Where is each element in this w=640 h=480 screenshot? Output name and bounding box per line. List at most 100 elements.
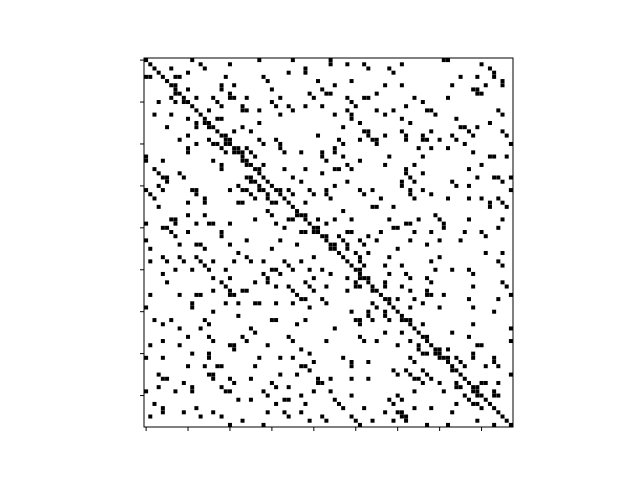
nonzero-point bbox=[286, 263, 291, 268]
nonzero-point bbox=[202, 200, 207, 205]
nonzero-point bbox=[173, 74, 178, 79]
nonzero-point bbox=[274, 137, 279, 142]
nonzero-point bbox=[236, 313, 241, 318]
nonzero-point bbox=[194, 406, 199, 411]
nonzero-point bbox=[278, 188, 283, 193]
nonzero-point bbox=[253, 179, 258, 184]
nonzero-point bbox=[391, 418, 396, 423]
nonzero-point bbox=[156, 372, 161, 377]
nonzero-point bbox=[324, 234, 329, 239]
nonzero-point bbox=[169, 95, 174, 100]
nonzero-point bbox=[387, 255, 392, 260]
nonzero-point bbox=[219, 385, 224, 390]
nonzero-point bbox=[257, 183, 262, 188]
nonzero-point bbox=[311, 360, 316, 365]
nonzero-point bbox=[425, 137, 430, 142]
nonzero-point bbox=[274, 104, 279, 109]
nonzero-point bbox=[357, 188, 362, 193]
nonzero-point bbox=[504, 133, 509, 138]
nonzero-point bbox=[286, 397, 291, 402]
nonzero-point bbox=[194, 125, 199, 130]
nonzero-point bbox=[341, 355, 346, 360]
nonzero-point bbox=[345, 288, 350, 293]
nonzero-point bbox=[362, 192, 367, 197]
nonzero-point bbox=[206, 355, 211, 360]
nonzero-point bbox=[383, 297, 388, 302]
nonzero-point bbox=[160, 322, 165, 327]
nonzero-point bbox=[466, 397, 471, 402]
nonzero-point bbox=[404, 167, 409, 172]
nonzero-point bbox=[336, 167, 341, 172]
nonzero-point bbox=[190, 188, 195, 193]
nonzero-point bbox=[269, 246, 274, 251]
nonzero-point bbox=[496, 393, 501, 398]
nonzero-point bbox=[148, 292, 153, 297]
nonzero-point bbox=[227, 91, 232, 96]
nonzero-point bbox=[248, 259, 253, 264]
nonzero-point bbox=[186, 364, 191, 369]
nonzero-point bbox=[227, 95, 232, 100]
nonzero-point bbox=[429, 406, 434, 411]
nonzero-point bbox=[303, 297, 308, 302]
nonzero-point bbox=[500, 414, 505, 419]
nonzero-point bbox=[462, 230, 467, 235]
nonzero-point bbox=[257, 58, 262, 63]
nonzero-point bbox=[349, 360, 354, 365]
nonzero-point bbox=[475, 87, 480, 92]
nonzero-point bbox=[311, 389, 316, 394]
nonzero-point bbox=[496, 410, 501, 415]
nonzero-point bbox=[261, 188, 266, 193]
nonzero-point bbox=[307, 188, 312, 193]
nonzero-point bbox=[286, 414, 291, 419]
nonzero-point bbox=[286, 284, 291, 289]
nonzero-point bbox=[144, 58, 149, 63]
nonzero-point bbox=[253, 364, 258, 369]
nonzero-point bbox=[399, 263, 404, 268]
nonzero-point bbox=[341, 141, 346, 146]
nonzero-point bbox=[496, 297, 501, 302]
nonzero-point bbox=[290, 204, 295, 209]
nonzero-point bbox=[362, 263, 367, 268]
nonzero-point bbox=[160, 175, 165, 180]
nonzero-point bbox=[429, 146, 434, 151]
nonzero-point bbox=[290, 192, 295, 197]
nonzero-point bbox=[173, 100, 178, 105]
nonzero-point bbox=[370, 137, 375, 142]
nonzero-point bbox=[278, 372, 283, 377]
nonzero-point bbox=[324, 238, 329, 243]
nonzero-point bbox=[152, 196, 157, 201]
nonzero-point bbox=[144, 389, 149, 394]
nonzero-point bbox=[274, 200, 279, 205]
nonzero-point bbox=[286, 104, 291, 109]
nonzero-point bbox=[446, 95, 451, 100]
nonzero-point bbox=[420, 368, 425, 373]
nonzero-point bbox=[450, 133, 455, 138]
nonzero-point bbox=[236, 250, 241, 255]
nonzero-point bbox=[471, 133, 476, 138]
nonzero-point bbox=[261, 389, 266, 394]
nonzero-point bbox=[437, 351, 442, 356]
nonzero-point bbox=[433, 112, 438, 117]
nonzero-point bbox=[219, 162, 224, 167]
nonzero-point bbox=[303, 401, 308, 406]
nonzero-point bbox=[232, 129, 237, 134]
nonzero-point bbox=[458, 238, 463, 243]
nonzero-point bbox=[198, 112, 203, 117]
nonzero-point bbox=[412, 297, 417, 302]
nonzero-point bbox=[307, 284, 312, 289]
nonzero-point bbox=[332, 146, 337, 151]
nonzero-point bbox=[328, 58, 333, 63]
nonzero-point bbox=[383, 284, 388, 289]
nonzero-point bbox=[160, 410, 165, 415]
nonzero-point bbox=[416, 146, 421, 151]
nonzero-point bbox=[311, 225, 316, 230]
nonzero-point bbox=[458, 74, 463, 79]
nonzero-point bbox=[194, 221, 199, 226]
nonzero-point bbox=[248, 179, 253, 184]
nonzero-point bbox=[483, 397, 488, 402]
nonzero-point bbox=[227, 389, 232, 394]
nonzero-point bbox=[211, 95, 216, 100]
nonzero-point bbox=[429, 192, 434, 197]
nonzero-point bbox=[404, 137, 409, 142]
nonzero-point bbox=[328, 196, 333, 201]
